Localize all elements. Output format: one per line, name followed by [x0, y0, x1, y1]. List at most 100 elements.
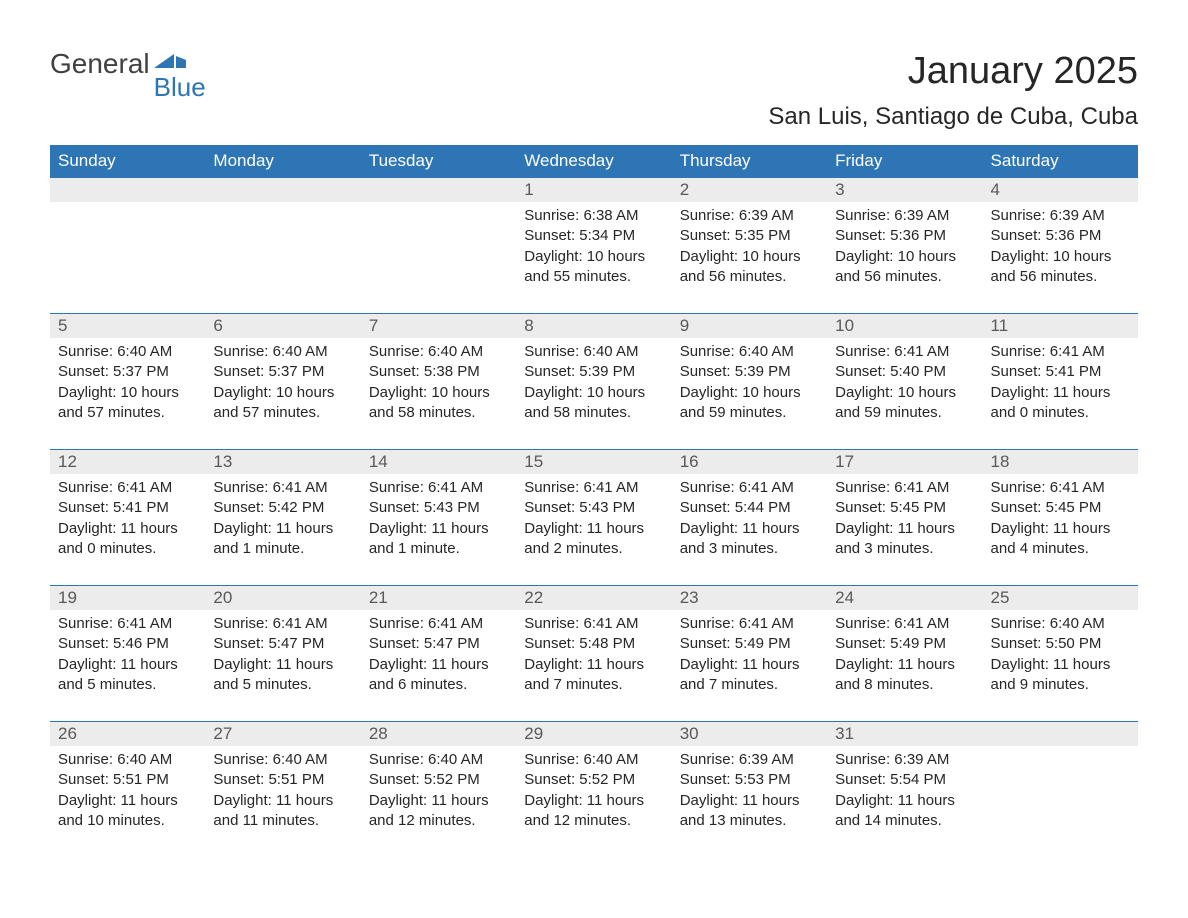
day-cell: 21Sunrise: 6:41 AMSunset: 5:47 PMDayligh…: [361, 586, 516, 721]
day-number: 4: [983, 178, 1138, 202]
day-sunset: Sunset: 5:39 PM: [680, 362, 819, 382]
day-body: Sunrise: 6:41 AMSunset: 5:44 PMDaylight:…: [672, 474, 827, 567]
day-daylight1: Daylight: 10 hours: [213, 383, 352, 403]
day-body: Sunrise: 6:38 AMSunset: 5:34 PMDaylight:…: [516, 202, 671, 295]
day-number: 15: [516, 450, 671, 474]
day-sunrise: Sunrise: 6:41 AM: [369, 614, 508, 634]
day-number: 9: [672, 314, 827, 338]
day-daylight2: and 59 minutes.: [835, 403, 974, 423]
day-daylight1: Daylight: 11 hours: [524, 655, 663, 675]
day-daylight2: and 7 minutes.: [524, 675, 663, 695]
day-sunrise: Sunrise: 6:40 AM: [369, 342, 508, 362]
day-daylight2: and 59 minutes.: [680, 403, 819, 423]
day-sunrise: Sunrise: 6:41 AM: [835, 478, 974, 498]
day-number: 26: [50, 722, 205, 746]
day-cell: 17Sunrise: 6:41 AMSunset: 5:45 PMDayligh…: [827, 450, 982, 585]
day-sunset: Sunset: 5:52 PM: [524, 770, 663, 790]
day-daylight1: Daylight: 11 hours: [991, 383, 1130, 403]
day-sunset: Sunset: 5:46 PM: [58, 634, 197, 654]
day-sunrise: Sunrise: 6:40 AM: [58, 342, 197, 362]
title-block: January 2025 San Luis, Santiago de Cuba,…: [768, 50, 1138, 131]
day-body: Sunrise: 6:41 AMSunset: 5:43 PMDaylight:…: [516, 474, 671, 567]
day-body: Sunrise: 6:41 AMSunset: 5:49 PMDaylight:…: [827, 610, 982, 703]
day-number: 3: [827, 178, 982, 202]
day-cell-empty: [50, 178, 205, 313]
day-sunset: Sunset: 5:49 PM: [835, 634, 974, 654]
day-daylight2: and 0 minutes.: [58, 539, 197, 559]
day-body: Sunrise: 6:41 AMSunset: 5:46 PMDaylight:…: [50, 610, 205, 703]
day-cell: 5Sunrise: 6:40 AMSunset: 5:37 PMDaylight…: [50, 314, 205, 449]
day-sunset: Sunset: 5:45 PM: [991, 498, 1130, 518]
day-number: 8: [516, 314, 671, 338]
weekday-friday: Friday: [827, 145, 982, 177]
day-daylight1: Daylight: 11 hours: [369, 655, 508, 675]
day-sunset: Sunset: 5:48 PM: [524, 634, 663, 654]
day-daylight2: and 5 minutes.: [213, 675, 352, 695]
day-sunset: Sunset: 5:47 PM: [213, 634, 352, 654]
weekday-saturday: Saturday: [983, 145, 1138, 177]
day-sunrise: Sunrise: 6:41 AM: [213, 478, 352, 498]
day-daylight1: Daylight: 10 hours: [835, 247, 974, 267]
day-sunset: Sunset: 5:52 PM: [369, 770, 508, 790]
day-daylight1: Daylight: 10 hours: [524, 247, 663, 267]
logo-text-blue: Blue: [154, 72, 206, 103]
day-cell-empty: [205, 178, 360, 313]
day-daylight2: and 11 minutes.: [213, 811, 352, 831]
day-cell: 18Sunrise: 6:41 AMSunset: 5:45 PMDayligh…: [983, 450, 1138, 585]
day-sunrise: Sunrise: 6:41 AM: [991, 478, 1130, 498]
weekday-sunday: Sunday: [50, 145, 205, 177]
day-cell: 9Sunrise: 6:40 AMSunset: 5:39 PMDaylight…: [672, 314, 827, 449]
day-number: 20: [205, 586, 360, 610]
day-sunrise: Sunrise: 6:41 AM: [58, 614, 197, 634]
day-daylight2: and 56 minutes.: [991, 267, 1130, 287]
day-cell: 7Sunrise: 6:40 AMSunset: 5:38 PMDaylight…: [361, 314, 516, 449]
logo-text-general: General: [50, 50, 150, 78]
day-daylight1: Daylight: 11 hours: [58, 791, 197, 811]
day-body: Sunrise: 6:40 AMSunset: 5:39 PMDaylight:…: [672, 338, 827, 431]
day-body: Sunrise: 6:41 AMSunset: 5:49 PMDaylight:…: [672, 610, 827, 703]
day-number: 28: [361, 722, 516, 746]
weekday-tuesday: Tuesday: [361, 145, 516, 177]
day-sunrise: Sunrise: 6:38 AM: [524, 206, 663, 226]
day-cell: 29Sunrise: 6:40 AMSunset: 5:52 PMDayligh…: [516, 722, 671, 857]
day-body: Sunrise: 6:40 AMSunset: 5:52 PMDaylight:…: [516, 746, 671, 839]
day-body: Sunrise: 6:41 AMSunset: 5:42 PMDaylight:…: [205, 474, 360, 567]
day-cell: 19Sunrise: 6:41 AMSunset: 5:46 PMDayligh…: [50, 586, 205, 721]
day-cell: 2Sunrise: 6:39 AMSunset: 5:35 PMDaylight…: [672, 178, 827, 313]
day-daylight2: and 7 minutes.: [680, 675, 819, 695]
day-sunset: Sunset: 5:42 PM: [213, 498, 352, 518]
day-body: Sunrise: 6:41 AMSunset: 5:45 PMDaylight:…: [827, 474, 982, 567]
week-row: 26Sunrise: 6:40 AMSunset: 5:51 PMDayligh…: [50, 721, 1138, 857]
flag-icon: [154, 50, 186, 70]
weeks-container: 1Sunrise: 6:38 AMSunset: 5:34 PMDaylight…: [50, 177, 1138, 857]
day-cell: 12Sunrise: 6:41 AMSunset: 5:41 PMDayligh…: [50, 450, 205, 585]
day-body: Sunrise: 6:41 AMSunset: 5:43 PMDaylight:…: [361, 474, 516, 567]
day-sunrise: Sunrise: 6:40 AM: [213, 750, 352, 770]
day-number: 17: [827, 450, 982, 474]
day-cell: 25Sunrise: 6:40 AMSunset: 5:50 PMDayligh…: [983, 586, 1138, 721]
day-sunset: Sunset: 5:41 PM: [991, 362, 1130, 382]
day-daylight2: and 3 minutes.: [835, 539, 974, 559]
day-body: Sunrise: 6:41 AMSunset: 5:40 PMDaylight:…: [827, 338, 982, 431]
day-daylight1: Daylight: 11 hours: [213, 519, 352, 539]
day-sunset: Sunset: 5:51 PM: [58, 770, 197, 790]
day-sunset: Sunset: 5:39 PM: [524, 362, 663, 382]
day-body: Sunrise: 6:39 AMSunset: 5:35 PMDaylight:…: [672, 202, 827, 295]
day-sunset: Sunset: 5:44 PM: [680, 498, 819, 518]
day-daylight1: Daylight: 11 hours: [369, 791, 508, 811]
day-body: Sunrise: 6:41 AMSunset: 5:47 PMDaylight:…: [361, 610, 516, 703]
week-row: 19Sunrise: 6:41 AMSunset: 5:46 PMDayligh…: [50, 585, 1138, 721]
day-sunrise: Sunrise: 6:40 AM: [58, 750, 197, 770]
day-cell-empty: [983, 722, 1138, 857]
day-daylight2: and 1 minute.: [213, 539, 352, 559]
day-number: 29: [516, 722, 671, 746]
day-number: 24: [827, 586, 982, 610]
day-body: Sunrise: 6:41 AMSunset: 5:45 PMDaylight:…: [983, 474, 1138, 567]
day-sunset: Sunset: 5:35 PM: [680, 226, 819, 246]
day-number: 30: [672, 722, 827, 746]
week-row: 12Sunrise: 6:41 AMSunset: 5:41 PMDayligh…: [50, 449, 1138, 585]
day-daylight1: Daylight: 11 hours: [680, 655, 819, 675]
day-number: [361, 178, 516, 202]
day-cell: 24Sunrise: 6:41 AMSunset: 5:49 PMDayligh…: [827, 586, 982, 721]
day-cell: 13Sunrise: 6:41 AMSunset: 5:42 PMDayligh…: [205, 450, 360, 585]
